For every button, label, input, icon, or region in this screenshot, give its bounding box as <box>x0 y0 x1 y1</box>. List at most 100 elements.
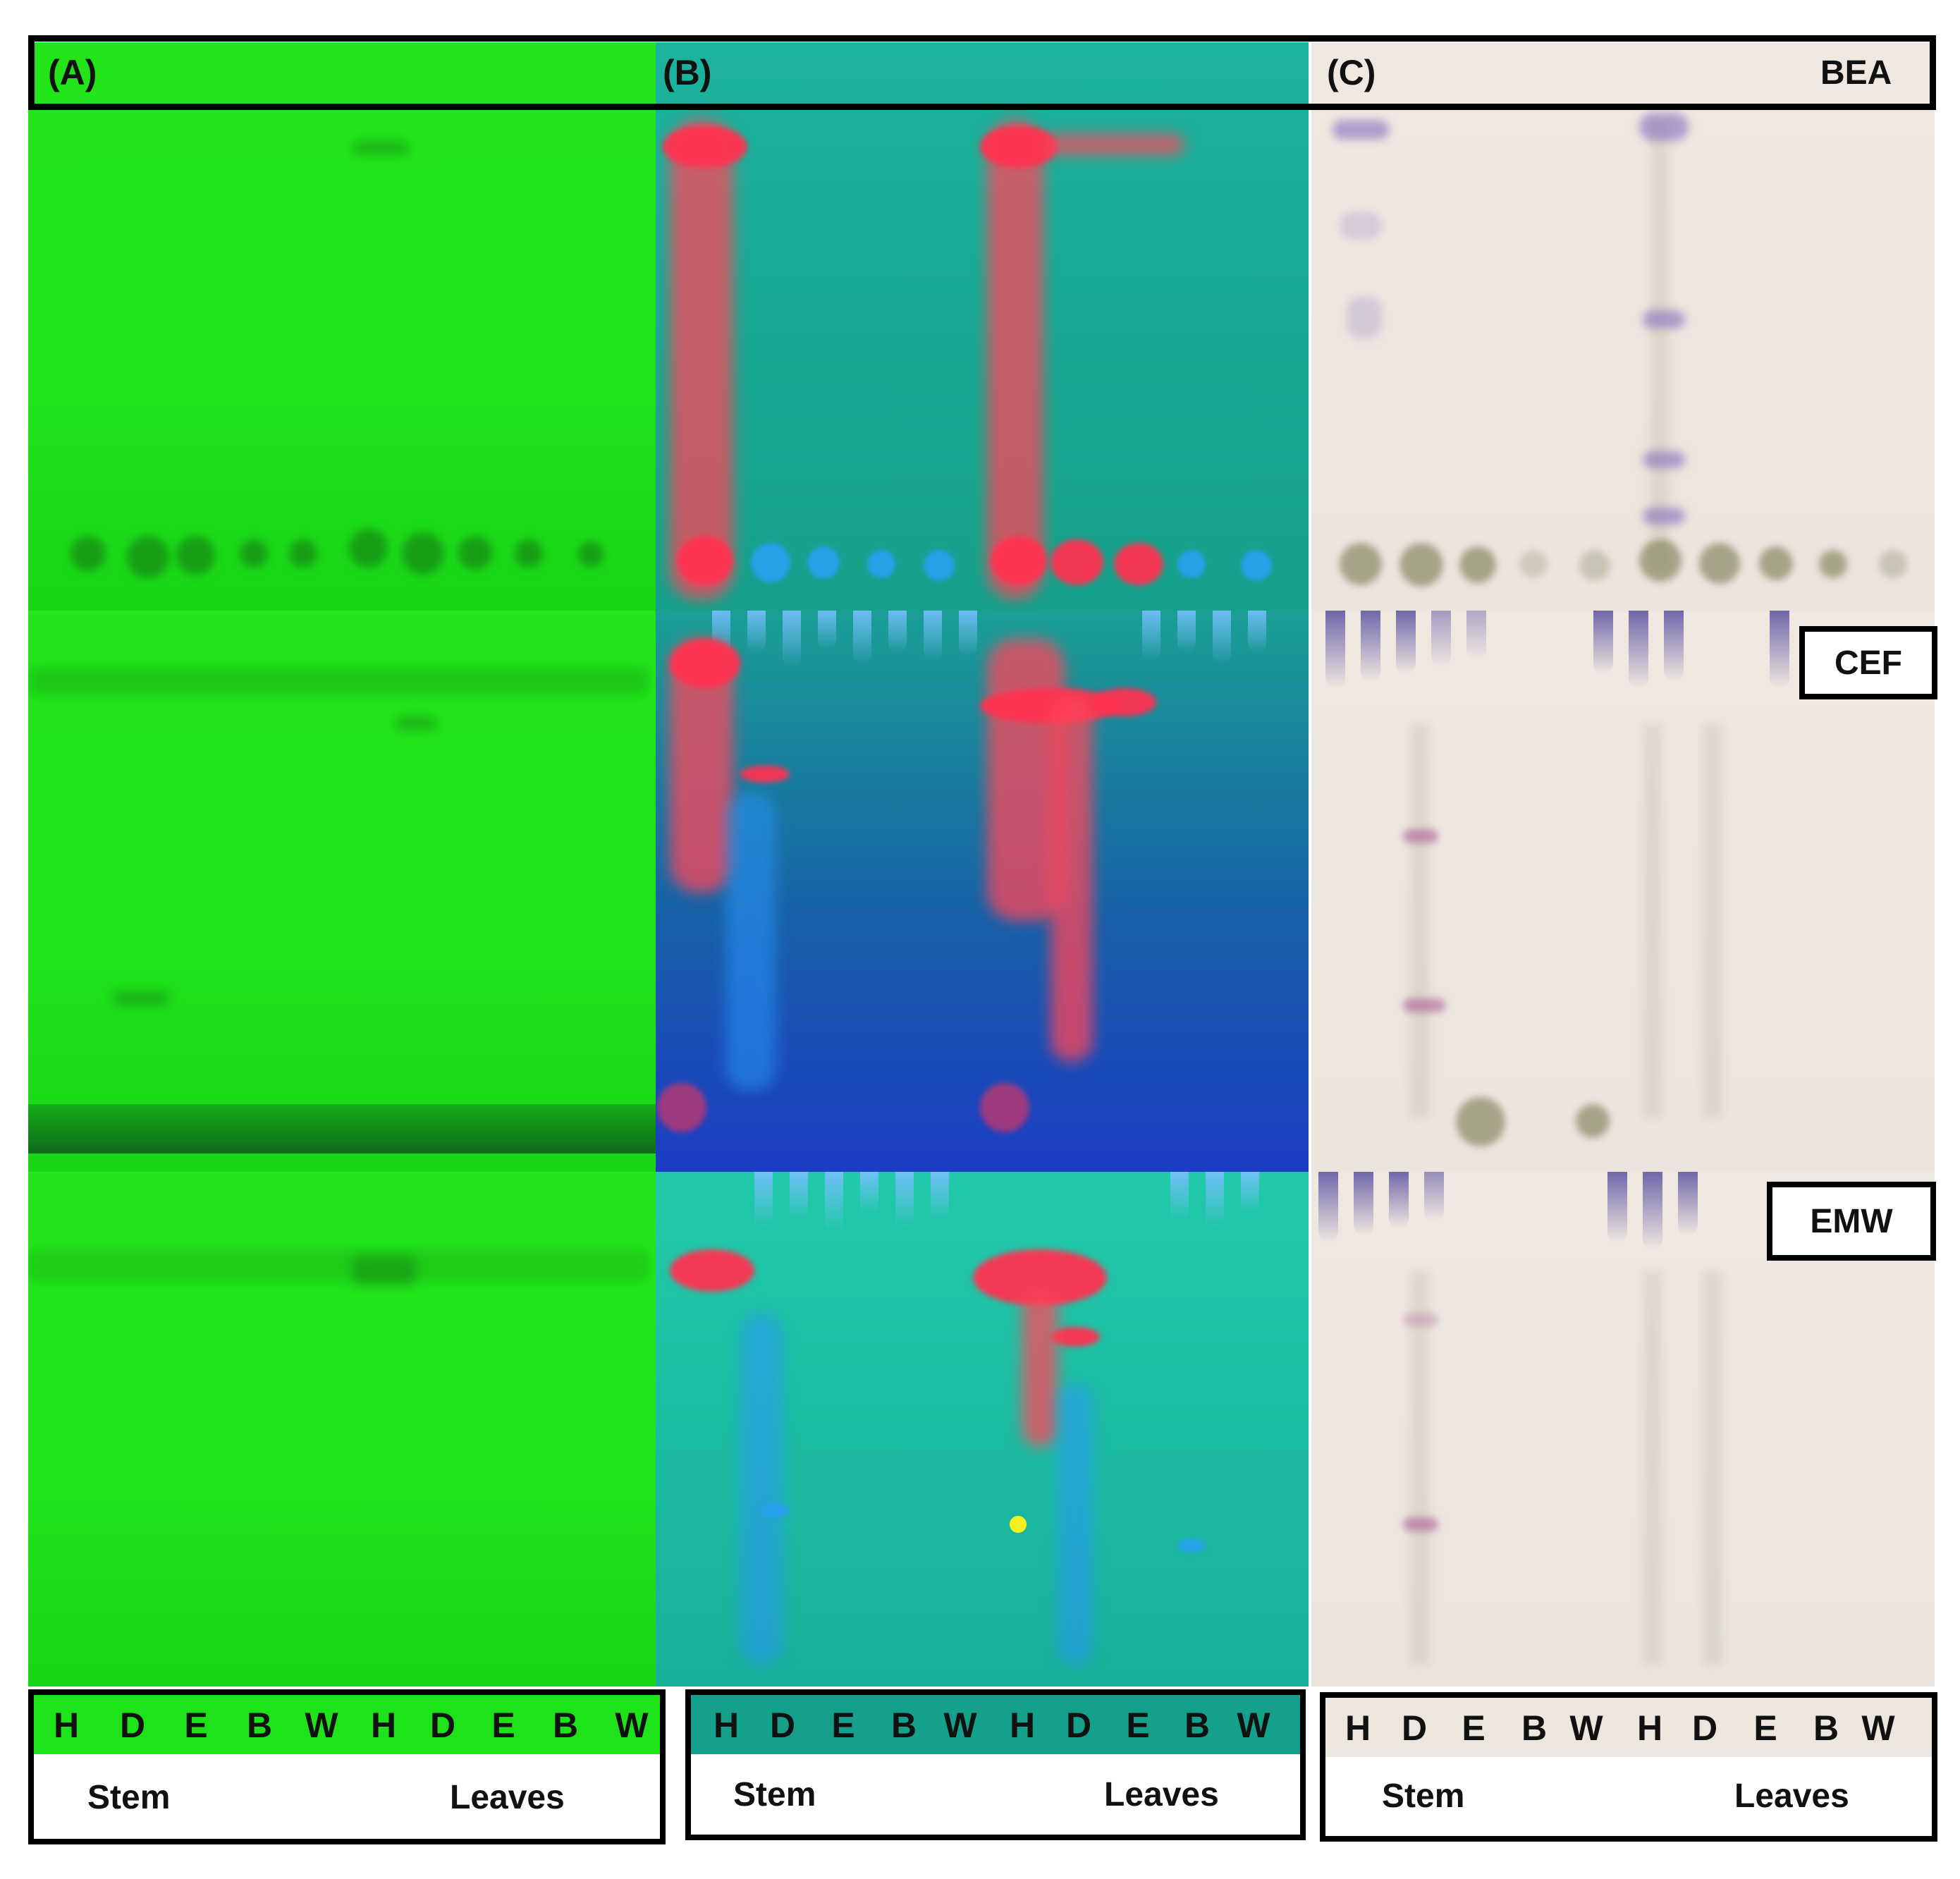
streak <box>670 120 733 599</box>
spot <box>1093 688 1156 716</box>
solvent-front <box>1396 611 1416 674</box>
spot <box>289 539 317 568</box>
band <box>740 1313 783 1665</box>
spot <box>1459 546 1496 583</box>
solvent-front <box>1361 611 1380 681</box>
band <box>28 667 649 695</box>
solvent-label-emw: EMW <box>1810 1202 1893 1240</box>
solvent-front <box>1142 611 1160 660</box>
solvent-front <box>1424 1172 1444 1221</box>
spot <box>1340 543 1382 585</box>
spot <box>677 536 733 585</box>
spot <box>349 529 388 568</box>
leaves-label: Leaves <box>1104 1776 1219 1813</box>
stem-label: Stem <box>87 1779 171 1816</box>
spot <box>670 639 740 688</box>
solvent-front <box>747 611 766 653</box>
spot <box>1879 550 1907 578</box>
solvent-front <box>1466 611 1486 660</box>
spot <box>458 536 492 570</box>
streak <box>1022 1292 1058 1447</box>
band <box>1403 998 1445 1012</box>
spot <box>1051 539 1103 585</box>
lane-label: W <box>1237 1706 1270 1745</box>
band <box>1403 829 1438 843</box>
spot <box>1010 1516 1027 1533</box>
solvent-front <box>860 1172 878 1214</box>
solvent-front <box>1593 611 1613 674</box>
solvent-front <box>1678 1172 1698 1235</box>
lane-label: E <box>491 1706 515 1745</box>
lane-label: H <box>53 1706 80 1745</box>
band <box>1639 113 1689 141</box>
spot <box>1519 550 1548 578</box>
spot <box>761 1503 790 1517</box>
lane-label: W <box>305 1706 338 1745</box>
lane <box>1410 1271 1430 1665</box>
lane-label: E <box>1462 1708 1486 1748</box>
band <box>1643 508 1685 525</box>
solvent-front <box>1177 611 1196 653</box>
stem-label: Stem <box>733 1776 816 1813</box>
solvent-front <box>790 1172 808 1221</box>
lane-label: E <box>831 1706 855 1745</box>
spot <box>1399 543 1443 587</box>
band <box>1403 1313 1438 1327</box>
lane-label: D <box>1065 1706 1092 1745</box>
solvent-front <box>888 611 907 653</box>
plate-c-bea <box>1311 42 1935 611</box>
solvent-front <box>1629 611 1648 688</box>
spot <box>1579 550 1610 581</box>
spot <box>867 550 895 578</box>
lane-label: H <box>370 1706 397 1745</box>
lane <box>1410 723 1430 1118</box>
solvent-front <box>1664 611 1684 681</box>
leaves-label: Leaves <box>450 1779 565 1816</box>
solvent-front <box>1206 1172 1224 1228</box>
lane-label: D <box>119 1706 146 1745</box>
legend-lane-strip <box>34 1695 660 1754</box>
band <box>353 1256 416 1285</box>
band <box>28 1249 649 1282</box>
solvent-front <box>818 611 836 649</box>
legend-lane-strip <box>1325 1698 1932 1757</box>
panel-label-b: (B) <box>663 53 712 92</box>
origin-strip <box>28 1104 664 1153</box>
spot <box>1819 550 1847 578</box>
lane-label: B <box>1813 1708 1839 1748</box>
plate-b-bea <box>656 42 1309 611</box>
solvent-front <box>853 611 871 663</box>
spot <box>1576 1104 1610 1138</box>
lane-label: B <box>552 1706 579 1745</box>
solvent-front <box>825 1172 843 1232</box>
lane-label: D <box>1691 1708 1718 1748</box>
spot <box>1639 539 1682 582</box>
lane-label: E <box>1753 1708 1777 1748</box>
lane-label: D <box>1401 1708 1428 1748</box>
lane-label: W <box>1861 1708 1895 1748</box>
solvent-front <box>1325 611 1345 688</box>
band <box>1058 1383 1093 1665</box>
lane-label: W <box>943 1706 977 1745</box>
lane-label: D <box>429 1706 456 1745</box>
band <box>113 991 169 1005</box>
lane-label: H <box>1009 1706 1036 1745</box>
plate-b-emw <box>656 1172 1309 1687</box>
solvent-front <box>1248 611 1266 653</box>
legend-b: H D E B W H D E B W Stem Leaves <box>685 1689 1306 1840</box>
legend-label-strip <box>1325 1757 1932 1836</box>
solvent-front <box>1431 611 1451 667</box>
spot <box>127 536 169 578</box>
solvent-front <box>1770 611 1789 688</box>
plate-a-emw <box>28 1172 664 1687</box>
band <box>1643 310 1685 329</box>
solvent-front <box>895 1172 914 1228</box>
band <box>726 794 776 1090</box>
solvent-front <box>931 1172 949 1221</box>
plate-a-bea <box>28 42 664 611</box>
solvent-label-cef: CEF <box>1835 644 1902 682</box>
legend-label-strip <box>691 1754 1300 1835</box>
lane-label: E <box>1126 1706 1150 1745</box>
lane-label: B <box>246 1706 273 1745</box>
lane <box>1643 1271 1662 1665</box>
